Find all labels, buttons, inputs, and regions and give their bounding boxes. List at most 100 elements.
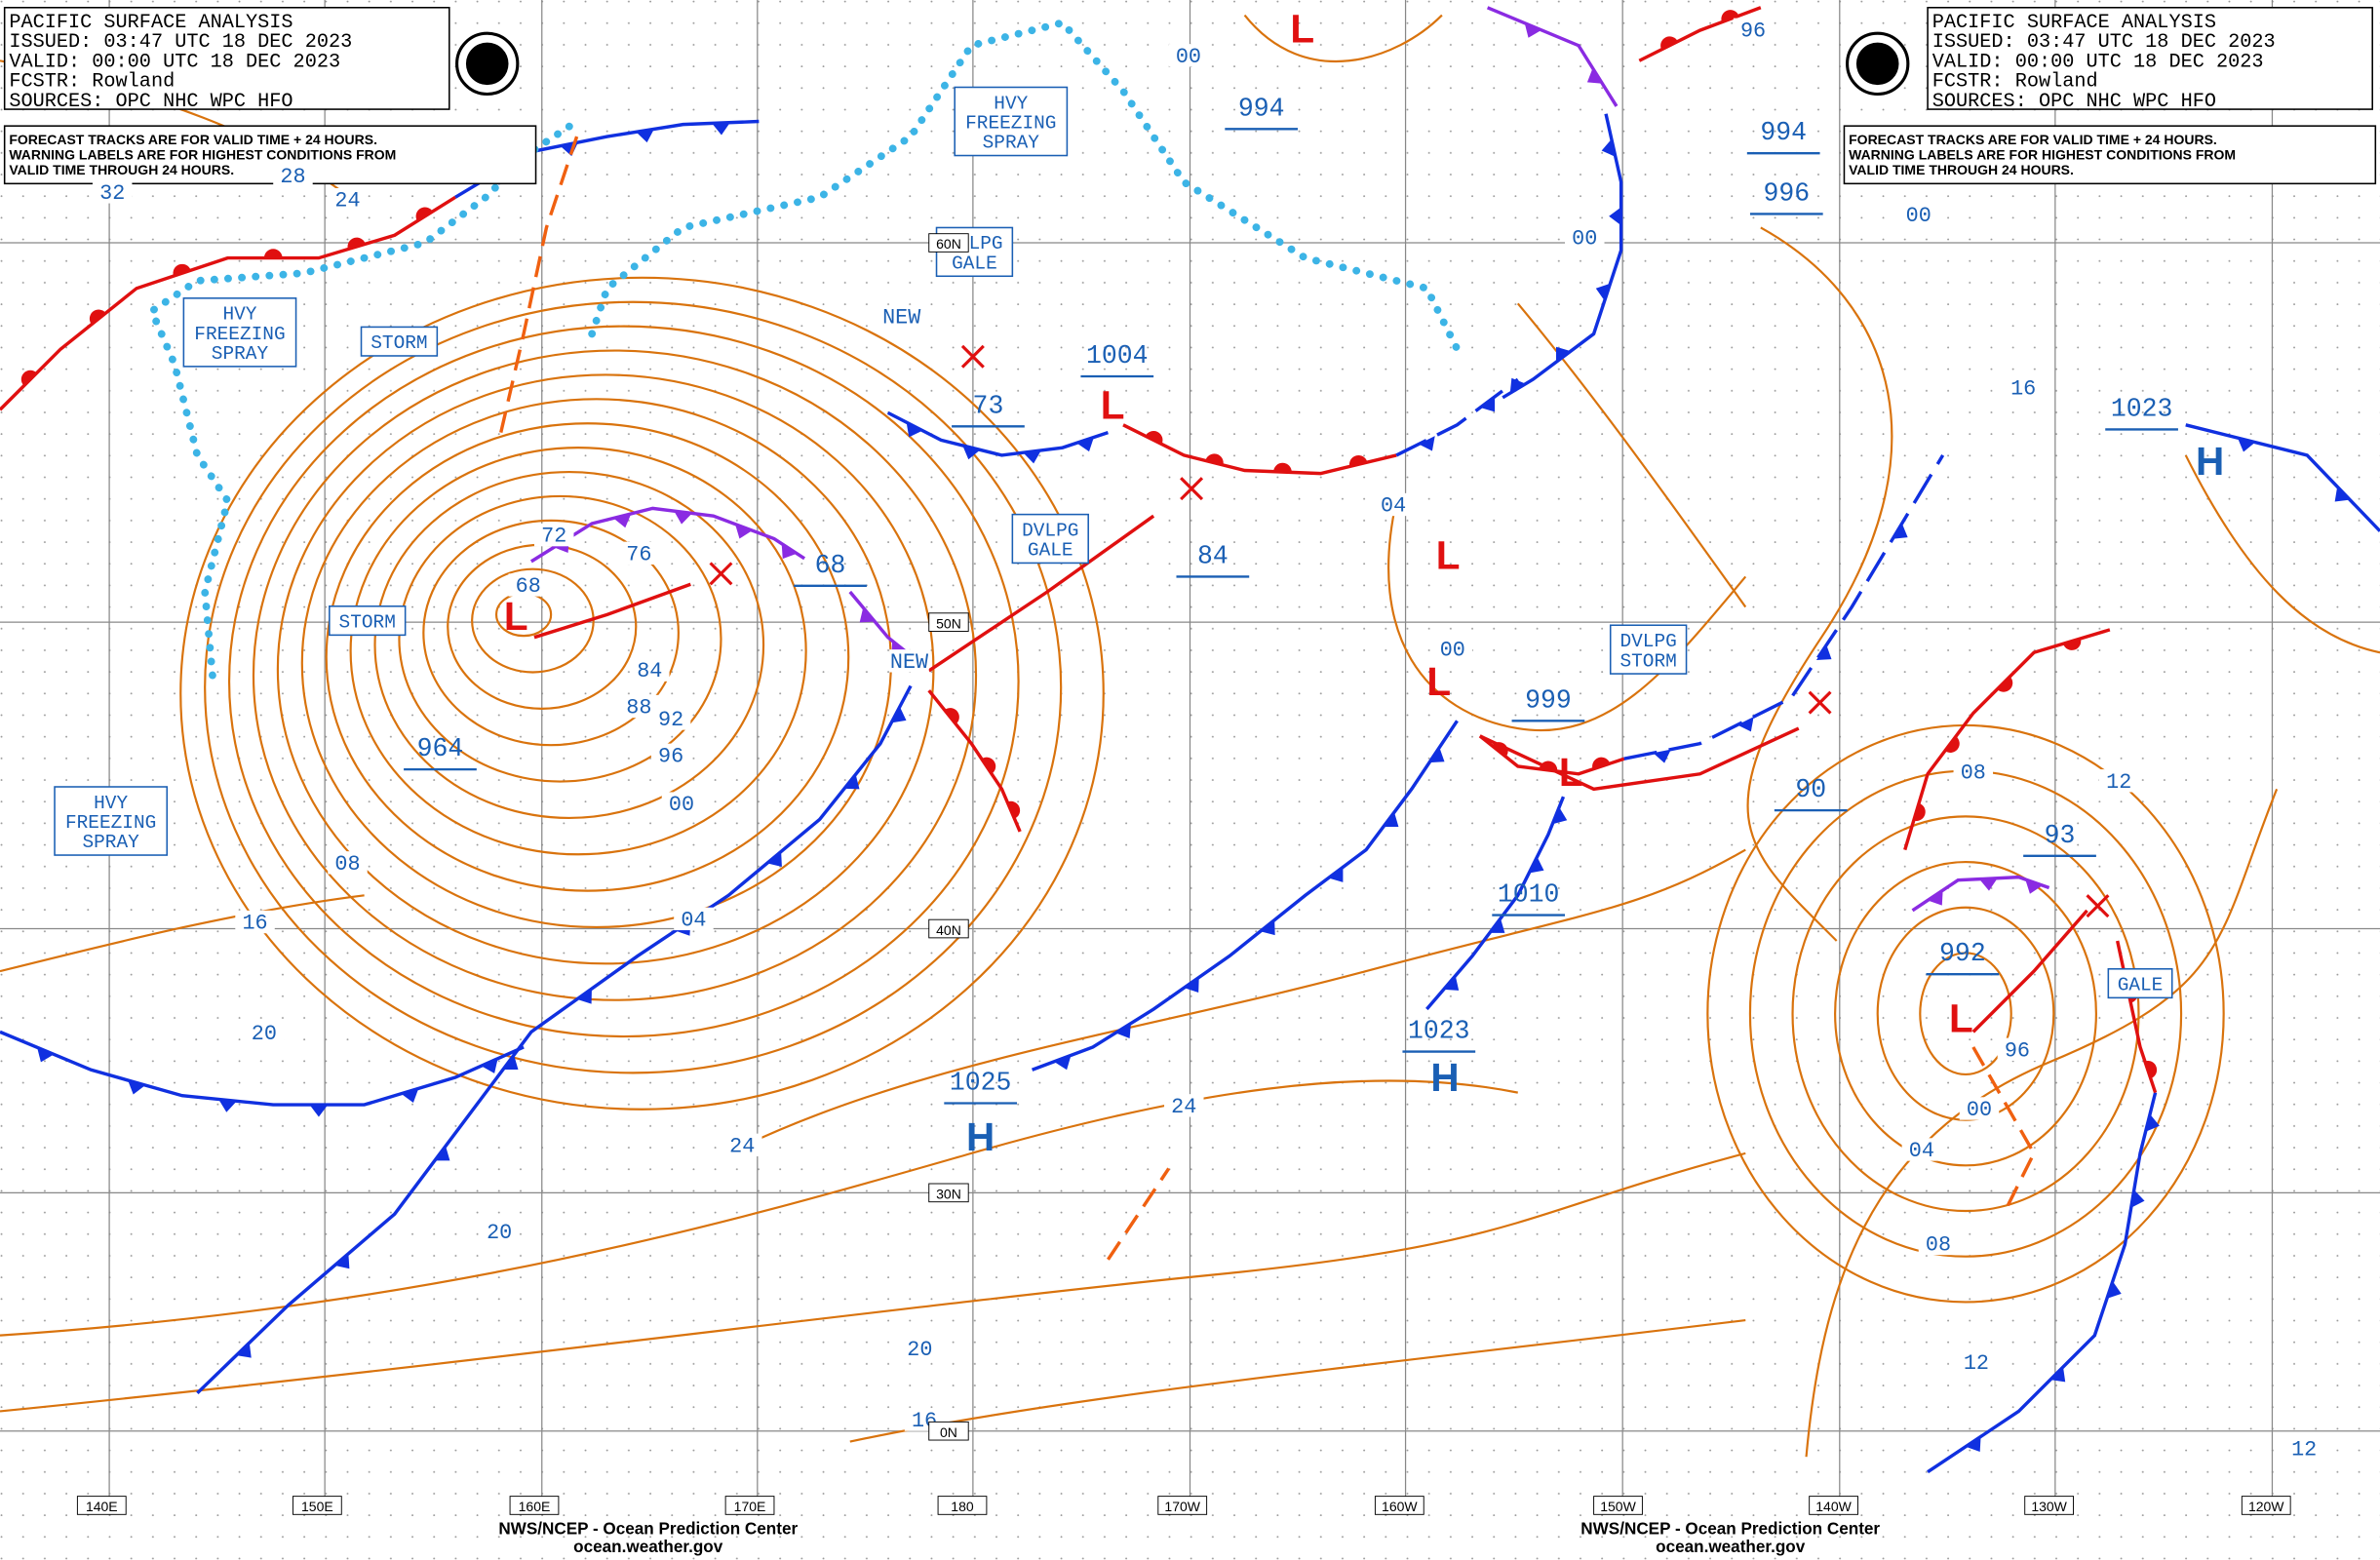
isobar-label: NEW [882,306,921,331]
label-bg [674,907,714,931]
grid-label-box [937,1496,988,1515]
isobar-label: 24 [1171,1095,1196,1119]
isobar-label: 16 [242,912,267,936]
isobar [471,567,595,674]
pressure-center: L [1290,7,1314,52]
header-line: ISSUED: 03:47 UTC 18 DEC 2023 [1932,31,2276,54]
longitude-label: 130W [2031,1499,2067,1514]
isobar-label: 96 [1740,19,1766,43]
warning-text: FREEZING [965,113,1056,135]
isobar-label: 76 [626,542,651,566]
cold-front-symbol [1609,207,1621,226]
x-mark [2086,894,2110,918]
latitude-label: 40N [936,922,961,938]
label-bg [479,1220,520,1243]
label-bg [1164,1094,1204,1117]
grid-label-box [1809,1496,1858,1515]
grid-label-box [928,233,969,253]
longitude-label: 150E [301,1499,333,1514]
label-bg [661,792,702,815]
pressure-center: H [1430,1055,1459,1100]
warning-text: SPRAY [212,343,269,365]
isobar-label: 08 [1926,1232,1951,1257]
trough [499,136,579,433]
footer-agency: NWS/NCEP - Ocean Prediction Center [498,1520,798,1539]
header-line: PACIFIC SURFACE ANALYSIS [9,12,293,34]
grid-label-box [509,1496,560,1515]
cold-front-symbol [1815,644,1832,661]
cold-front-symbol [843,774,860,790]
warning-box [360,326,439,357]
isobar-label: 84 [637,659,662,683]
cold-front-symbol [128,1079,146,1095]
isobar [1243,14,1443,62]
cold-front-symbol [1555,346,1571,363]
warm-front-symbol [173,263,191,277]
isobar-label: 00 [1967,1098,1992,1122]
isobar-label: 04 [1381,494,1406,519]
front-warm [0,195,456,411]
warning-text: DVLPG [1619,631,1676,652]
note-box [1843,125,2377,185]
grid-label-box [928,1183,969,1203]
header-line: ISSUED: 03:47 UTC 18 DEC 2023 [9,31,352,54]
isobar-label: 96 [658,744,683,768]
isobar-label: 00 [1176,45,1201,69]
longitude-label: 140E [86,1499,118,1514]
isobar [0,1151,1746,1413]
latitude-label: 30N [936,1187,961,1202]
cold-front-symbol [1529,856,1544,874]
warning-box [182,297,297,368]
isobar [204,300,1063,1074]
warm-front-symbol [1660,36,1678,50]
forecast-track [927,514,1155,673]
isobar-label: 32 [99,181,125,206]
pressure-label: 1023 [2111,394,2173,423]
label-bg [1997,1037,2038,1061]
pressure-label: 93 [2045,821,2076,850]
footer-site: ocean.weather.gov [573,1538,723,1556]
warm-front-symbol [415,207,433,221]
cold-front-symbol [1552,806,1568,825]
label-bg [881,304,921,329]
label-bg [2283,1436,2324,1461]
label-bg [1432,637,1473,661]
fronts [0,6,2380,1474]
trough [1971,1046,2037,1215]
cold-front-symbol [906,422,923,438]
cold-front-symbol [766,851,782,867]
occ-front-symbol [1979,878,1998,891]
isobar [1834,860,2097,1167]
isobar-label: 24 [334,189,360,214]
label-bg [1956,1350,1997,1374]
warning-text: GALE [1028,540,1073,562]
warm-front-symbol [2063,638,2082,650]
pressure-label: 996 [1763,178,1810,208]
isobar [1919,952,2012,1076]
isobar-label: 04 [1909,1139,1934,1163]
front-cold [1623,454,1945,760]
warm-front-symbol [1592,757,1611,769]
isobar [325,422,850,892]
label-bg [1733,18,1774,42]
warm-front-symbol [1997,676,2013,692]
cold-front-symbol [1966,1436,1981,1452]
isobar-label: 20 [907,1338,932,1362]
cold-front-symbol [1023,449,1041,464]
isobar [0,894,365,973]
warm-front-symbol [2144,1060,2158,1079]
warning-text: STORM [371,332,427,354]
note-line: WARNING LABELS ARE FOR HIGHEST CONDITION… [9,146,396,162]
label-bg [235,910,275,934]
cold-front-symbol [1489,917,1505,933]
cold-front-symbol [334,1253,350,1269]
isobar [179,276,1105,1111]
header-line: SOURCES: OPC NHC WPC HFO [1932,91,2216,113]
warning-text: DVLPG [1022,520,1078,541]
label-bg [2098,769,2139,793]
warm-front-symbol [1944,736,1960,753]
longitude-label: 150W [1600,1499,1636,1514]
warning-text: FREEZING [65,812,156,834]
cold-front-symbol [1653,749,1671,763]
occ-front-symbol [781,543,798,560]
